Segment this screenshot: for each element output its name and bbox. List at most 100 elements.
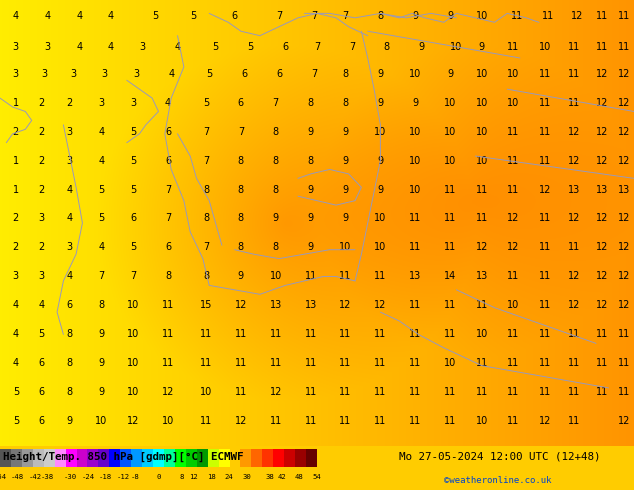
Text: 13: 13 [476, 271, 488, 281]
Text: 3: 3 [38, 214, 44, 223]
Text: 9: 9 [377, 185, 384, 195]
Text: 9: 9 [342, 126, 349, 137]
Text: 3: 3 [44, 42, 51, 52]
Text: 8: 8 [307, 98, 314, 108]
Text: 6: 6 [241, 69, 247, 78]
Text: 10: 10 [127, 358, 139, 368]
Text: 10: 10 [95, 416, 108, 426]
Text: -48: -48 [11, 474, 24, 480]
Text: 10: 10 [444, 358, 456, 368]
Text: 11: 11 [567, 243, 580, 252]
Text: 12: 12 [235, 300, 247, 311]
Text: 11: 11 [409, 358, 422, 368]
Text: 10: 10 [476, 69, 488, 78]
Text: 6: 6 [130, 214, 136, 223]
Text: 9: 9 [307, 214, 314, 223]
Text: 4: 4 [13, 11, 19, 21]
Text: 12: 12 [567, 271, 580, 281]
Bar [175, 449, 186, 467]
Text: 2: 2 [67, 98, 73, 108]
Text: 9: 9 [98, 388, 105, 397]
Bar [240, 449, 252, 467]
Text: 11: 11 [409, 214, 422, 223]
Text: 5: 5 [247, 42, 254, 52]
Text: 9: 9 [307, 126, 314, 137]
Text: 12: 12 [567, 155, 580, 166]
Bar [109, 449, 120, 467]
Text: 11: 11 [444, 416, 456, 426]
Text: 3: 3 [41, 69, 48, 78]
Text: 11: 11 [339, 271, 352, 281]
Text: -24: -24 [82, 474, 94, 480]
Text: 7: 7 [130, 271, 136, 281]
Text: 10: 10 [374, 243, 387, 252]
Text: 8: 8 [67, 329, 73, 340]
Text: 11: 11 [235, 329, 247, 340]
Text: 11: 11 [539, 329, 552, 340]
Text: 10: 10 [476, 11, 488, 21]
Text: 3: 3 [133, 69, 139, 78]
Text: 10: 10 [507, 69, 520, 78]
Text: 11: 11 [596, 42, 609, 52]
Text: 8: 8 [273, 155, 279, 166]
Text: 5: 5 [206, 69, 212, 78]
Text: 11: 11 [507, 358, 520, 368]
Text: 11: 11 [269, 416, 282, 426]
Text: 11: 11 [339, 329, 352, 340]
Text: 10: 10 [339, 243, 352, 252]
Text: 12: 12 [618, 214, 631, 223]
Text: 14: 14 [444, 271, 456, 281]
Text: 11: 11 [507, 42, 520, 52]
Text: 11: 11 [444, 388, 456, 397]
Text: 7: 7 [165, 185, 171, 195]
Text: 6: 6 [231, 11, 238, 21]
Text: 11: 11 [507, 416, 520, 426]
Bar [197, 449, 208, 467]
Text: 11: 11 [339, 416, 352, 426]
Text: 18: 18 [207, 474, 216, 480]
Text: 12: 12 [567, 126, 580, 137]
Text: 11: 11 [507, 271, 520, 281]
Text: 8: 8 [307, 155, 314, 166]
Text: 8: 8 [238, 243, 244, 252]
Text: 9: 9 [342, 185, 349, 195]
Text: 11: 11 [618, 42, 631, 52]
Text: 11: 11 [409, 329, 422, 340]
Text: 5: 5 [190, 11, 197, 21]
Text: 11: 11 [162, 329, 174, 340]
Text: 38: 38 [266, 474, 275, 480]
Text: 5: 5 [98, 185, 105, 195]
Bar [252, 449, 262, 467]
Text: 12: 12 [269, 388, 282, 397]
Text: 6: 6 [67, 300, 73, 311]
Text: 11: 11 [507, 185, 520, 195]
Text: 12: 12 [374, 300, 387, 311]
Text: 11: 11 [507, 126, 520, 137]
Text: 10: 10 [507, 300, 520, 311]
Text: 7: 7 [314, 42, 320, 52]
Text: 12: 12 [618, 416, 631, 426]
Text: -38: -38 [41, 474, 53, 480]
Text: 4: 4 [13, 329, 19, 340]
Text: 9: 9 [377, 155, 384, 166]
Text: 12: 12 [618, 98, 631, 108]
Text: 11: 11 [507, 155, 520, 166]
Text: 11: 11 [374, 358, 387, 368]
Bar [164, 449, 175, 467]
Text: 11: 11 [618, 329, 631, 340]
Text: 11: 11 [567, 98, 580, 108]
Bar [153, 449, 164, 467]
Text: 12: 12 [235, 416, 247, 426]
Text: 10: 10 [476, 126, 488, 137]
Text: 11: 11 [596, 358, 609, 368]
Text: 6: 6 [38, 416, 44, 426]
Text: 6: 6 [238, 98, 244, 108]
Bar [208, 449, 219, 467]
Text: 9: 9 [479, 42, 485, 52]
Text: 11: 11 [444, 300, 456, 311]
Text: 8: 8 [238, 214, 244, 223]
Text: 8: 8 [98, 300, 105, 311]
Text: 5: 5 [98, 214, 105, 223]
Text: 12: 12 [190, 474, 198, 480]
Text: 8: 8 [203, 185, 209, 195]
